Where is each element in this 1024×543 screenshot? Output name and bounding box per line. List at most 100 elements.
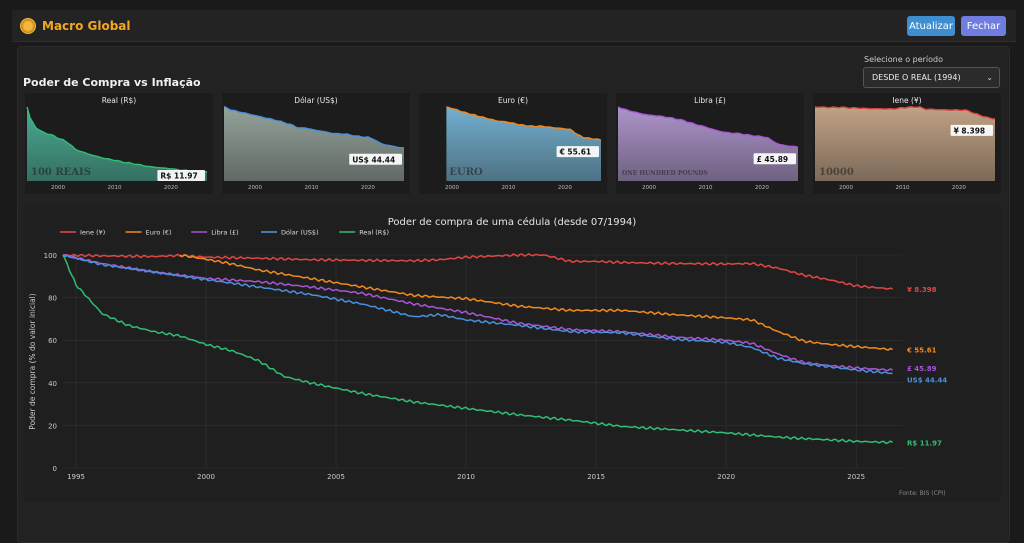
series-end-label: US$ 44.44 — [907, 376, 947, 384]
card-value-badge — [556, 146, 599, 158]
card-note-area — [27, 107, 207, 181]
y-tick-label: 60 — [48, 337, 57, 345]
card-note-area — [815, 106, 995, 181]
card-title: Real (R$) — [101, 96, 137, 105]
card-value-badge — [349, 153, 402, 165]
card-value-badge — [753, 153, 796, 165]
currency-card: Libra (£) ONE HUNDRED POUNDS £ 45.89 2000 20… — [616, 93, 804, 194]
x-tick-label: 2000 — [197, 473, 215, 481]
y-tick-label: 20 — [48, 422, 57, 430]
series-line — [63, 254, 893, 372]
series-end-label: R$ 11.97 — [907, 439, 942, 447]
series-end-label: ¥ 8.398 — [907, 286, 937, 294]
card-note-text: 100 EURO — [425, 167, 483, 178]
x-tick-label: 2010 — [457, 473, 475, 481]
x-tick-label: 1995 — [67, 473, 85, 481]
card-value-badge — [950, 124, 993, 136]
card-value-label: R$ 11.97 — [160, 172, 197, 181]
y-tick-label: 40 — [48, 380, 57, 388]
card-title: Iene (¥) — [892, 96, 922, 105]
series-line — [62, 253, 893, 290]
chart-title: Poder de compra de uma cédula (desde 07/… — [388, 216, 637, 228]
currency-card: Iene (¥) 10000 ¥ 8.398 2000 2010 2020 — [813, 93, 1001, 194]
legend-item[interactable]: Dólar (US$) — [261, 229, 319, 237]
legend-label: Dólar (US$) — [281, 229, 319, 237]
card-note-text: 10000 — [819, 167, 854, 178]
period-label: Selecione o período — [864, 55, 944, 64]
card-note-text: 100 REAIS — [31, 167, 91, 178]
legend-item[interactable]: Real (R$) — [339, 229, 389, 237]
period-selected-value: DESDE O REAL (1994) — [872, 73, 961, 82]
page-title: Poder de Compra vs Inflação — [23, 76, 201, 89]
card-tick-label: 2000 — [51, 185, 65, 191]
card-value-badge — [157, 170, 205, 181]
x-tick-label: 2005 — [327, 473, 345, 481]
card-tick-label: 2010 — [304, 185, 318, 191]
close-button[interactable]: Fechar — [961, 16, 1006, 36]
update-button[interactable]: Atualizar — [907, 16, 955, 36]
series-end-label: £ 45.89 — [907, 365, 937, 373]
main-chart: Poder de compra de uma cédula (desde 07/… — [28, 216, 947, 481]
card-tick-label: 2020 — [558, 185, 572, 191]
card-chart: ONE HUNDRED POUNDS £ 45.89 2000 2010 2020 — [617, 106, 799, 191]
card-tick-label: 2000 — [839, 185, 853, 191]
card-value-label: € 55.61 — [559, 148, 592, 157]
card-series-line — [617, 106, 799, 148]
card-tick-label: 2010 — [107, 185, 121, 191]
card-tick-label: 2020 — [755, 185, 769, 191]
card-value-label: £ 45.89 — [757, 155, 789, 164]
card-tick-label: 2000 — [445, 185, 459, 191]
series-line — [62, 254, 893, 375]
period-select[interactable]: DESDE O REAL (1994) ⌄ — [863, 67, 1000, 88]
top-bar: Macro Global Atualizar Fechar — [12, 10, 1016, 42]
legend-label: Real (R$) — [359, 229, 389, 237]
x-tick-label: 2015 — [587, 473, 605, 481]
card-title: Libra (£) — [694, 96, 726, 105]
legend-label: Libra (£) — [211, 229, 238, 237]
card-chart: 100 EURO € 55.61 2000 2010 2020 — [425, 106, 602, 191]
legend-item[interactable]: Iene (¥) — [60, 229, 105, 237]
card-series-line — [223, 105, 405, 149]
card-value-label: US$ 44.44 — [352, 155, 395, 164]
legend-label: Euro (€) — [146, 229, 172, 237]
app-title: Macro Global — [42, 18, 131, 33]
chevron-down-icon: ⌄ — [986, 73, 993, 82]
y-tick-label: 0 — [53, 465, 57, 473]
y-axis-label: Poder de compra (% do valor inicial) — [28, 293, 37, 429]
series-line — [179, 254, 893, 351]
card-value-label: ¥ 8.398 — [954, 126, 986, 135]
y-tick-label: 80 — [48, 295, 57, 303]
card-chart: US$ 44.44 2000 2010 2020 — [223, 105, 405, 191]
card-series-line — [26, 106, 208, 174]
legend-item[interactable]: Libra (£) — [191, 229, 239, 237]
card-tick-label: 2010 — [698, 185, 712, 191]
card-series-line — [446, 106, 602, 141]
card-title: Dólar (US$) — [294, 96, 338, 105]
card-note-area — [618, 107, 798, 181]
legend-item[interactable]: Euro (€) — [125, 229, 172, 237]
card-tick-label: 2020 — [952, 185, 966, 191]
card-chart: 100 REAIS R$ 11.97 2000 2010 2020 — [26, 106, 208, 191]
currency-card: Real (R$) 100 REAIS R$ 11.97 2000 2010 2020 — [25, 93, 213, 194]
currency-card: Euro (€) 100 EURO € 55.61 2000 2010 2020 — [419, 93, 607, 194]
card-tick-label: 2010 — [501, 185, 515, 191]
card-tick-label: 2010 — [895, 185, 909, 191]
source-note: Fonte: BIS (CPI) — [899, 490, 946, 497]
card-tick-label: 2000 — [248, 185, 262, 191]
card-tick-label: 2020 — [164, 185, 178, 191]
card-tick-label: 2020 — [361, 185, 375, 191]
currency-card: Dólar (US$) US$ 44.44 2000 2010 2020 — [222, 93, 410, 194]
legend-label: Iene (¥) — [80, 229, 105, 237]
card-title: Euro (€) — [497, 96, 528, 105]
series-line — [62, 254, 893, 445]
x-tick-label: 2020 — [717, 473, 735, 481]
coin-logo-icon — [20, 17, 36, 34]
card-note-area — [446, 106, 601, 181]
card-note-area — [224, 106, 404, 181]
card-note-text: ONE HUNDRED POUNDS — [622, 170, 708, 177]
x-tick-label: 2025 — [847, 473, 865, 481]
series-end-label: € 55.61 — [906, 347, 937, 355]
y-tick-label: 100 — [44, 252, 57, 260]
card-chart: 10000 ¥ 8.398 2000 2010 2020 — [814, 105, 996, 191]
card-tick-label: 2000 — [642, 185, 656, 191]
